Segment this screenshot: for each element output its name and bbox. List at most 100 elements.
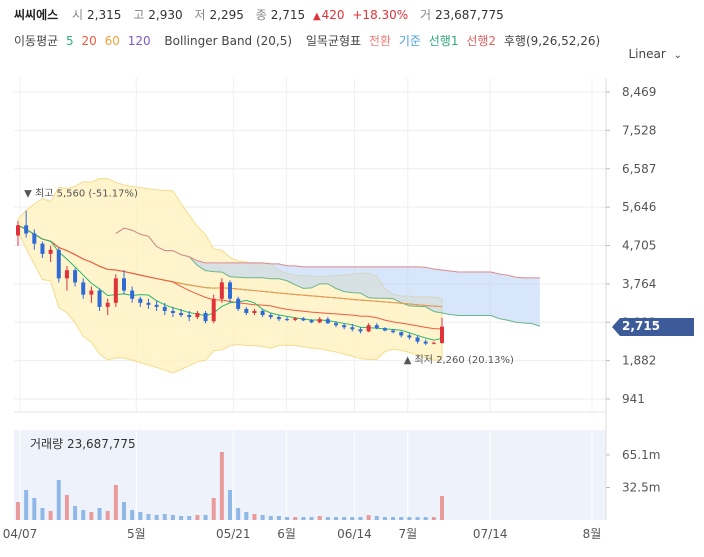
volume-bar (440, 496, 444, 520)
candle-body (350, 327, 355, 330)
volume-bar (342, 517, 347, 520)
volume-bar (391, 517, 396, 520)
x-tick-label: 7월 (398, 527, 417, 541)
candle-body (285, 319, 290, 321)
candle-body (16, 225, 20, 236)
volume-bar (138, 512, 143, 520)
candle-body (219, 282, 224, 299)
chevron-down-icon: ⌄ (673, 50, 682, 61)
y-tick-label: 8,469 (622, 85, 656, 99)
up-arrow-icon: ▲ (312, 11, 321, 22)
volume-bar (73, 506, 78, 520)
candle-body (113, 278, 118, 303)
candle-body (334, 323, 338, 326)
volume-bar (293, 517, 298, 520)
open-value: 2,315 (87, 8, 122, 22)
volume-bar (179, 516, 184, 520)
volume-bar (219, 452, 224, 520)
candle-body (170, 310, 175, 313)
y-tick-label: 6,587 (622, 162, 656, 176)
ma60-legend[interactable]: 60 (104, 34, 120, 48)
ma120-legend[interactable]: 120 (127, 34, 151, 48)
volume-bar (301, 517, 306, 520)
y-tick-label: 3,764 (622, 277, 656, 291)
volume-bar (325, 517, 330, 520)
volume-bar (56, 480, 61, 520)
x-tick-label: 06/14 (337, 527, 372, 541)
stock-name: 씨씨에스 (14, 8, 59, 22)
candle-body (301, 318, 306, 321)
span1-legend[interactable]: 선행1 (428, 34, 459, 48)
span2-legend[interactable]: 선행2 (466, 34, 497, 48)
volume-bar (40, 508, 45, 520)
volume-value: 23,687,775 (435, 8, 504, 22)
ma5-legend[interactable]: 5 (66, 34, 74, 48)
candle-body (187, 315, 192, 318)
volume-bar (268, 516, 273, 520)
volume-bar (244, 512, 249, 520)
candle-body (89, 290, 94, 295)
volume-bar (317, 516, 322, 520)
volume-bar (334, 517, 338, 520)
x-tick-label: 07/14 (473, 527, 508, 541)
volume-bar (399, 517, 404, 520)
y-tick-label: 1,882 (622, 354, 656, 368)
candle-body (146, 302, 151, 305)
volume-tick-label: 32.5m (622, 481, 660, 495)
high-label: 고 (133, 8, 145, 22)
volume-bar (423, 517, 428, 520)
volume-bar (16, 502, 20, 520)
volume-bar (309, 517, 314, 520)
candle-body (81, 282, 86, 295)
candle-body (415, 337, 420, 342)
candle-body (105, 302, 110, 307)
volume-bar (366, 515, 371, 520)
lagging-legend[interactable]: 후행(9,26,52,26) (503, 34, 601, 48)
x-tick-label: 5월 (127, 527, 146, 541)
candle-body (431, 342, 436, 344)
x-tick-label: 6월 (277, 527, 296, 541)
close-value: 2,715 (270, 8, 306, 22)
volume-bar (89, 512, 94, 520)
volume-bar (260, 515, 265, 520)
candle-body (358, 329, 363, 332)
scale-label: Linear (628, 47, 666, 61)
close-label: 종 (255, 8, 267, 22)
scale-selector[interactable]: Linear ⌄ (628, 47, 682, 61)
y-tick-label: 5,646 (622, 200, 656, 214)
volume-bar (154, 515, 159, 520)
ma20-legend[interactable]: 20 (81, 34, 97, 48)
high-annotation: ▼ 최고 5,560 (-51.17%) (24, 188, 138, 200)
candle-body (276, 317, 281, 320)
high-value: 2,930 (148, 8, 183, 22)
candle-body (309, 320, 314, 323)
candle-body (64, 270, 69, 279)
candle-body (325, 319, 330, 324)
volume-bar (105, 511, 110, 520)
ichimoku-legend[interactable]: 일목균형표 (305, 34, 362, 48)
volume-bar (203, 515, 208, 520)
volume-bar (24, 490, 29, 520)
current-price-value: 2,715 (622, 319, 660, 333)
candle-body (391, 330, 396, 333)
y-tick-label: 4,705 (622, 239, 656, 253)
ma-label[interactable]: 이동평균 (14, 34, 59, 48)
price-summary: 씨씨에스 시 2,315 고 2,930 저 2,295 종 2,715 ▲420 +1… (14, 6, 508, 23)
volume-bar (276, 516, 281, 520)
volume-bar (374, 516, 379, 520)
tenkan-legend[interactable]: 전환 (368, 34, 392, 48)
candle-body (244, 308, 249, 313)
volume-bar (81, 510, 86, 520)
current-price-tag: 2,715 (612, 318, 694, 336)
candle-body (342, 325, 347, 328)
candle-body (252, 310, 257, 313)
volume-bar (195, 515, 200, 520)
candle-body (138, 298, 143, 303)
volume-bar (285, 517, 290, 520)
volume-panel-bg (14, 430, 606, 520)
volume-bar (211, 498, 216, 520)
bollinger-legend[interactable]: Bollinger Band (20,5) (164, 34, 293, 48)
candle-body (293, 318, 298, 320)
kijun-legend[interactable]: 기준 (398, 34, 421, 48)
